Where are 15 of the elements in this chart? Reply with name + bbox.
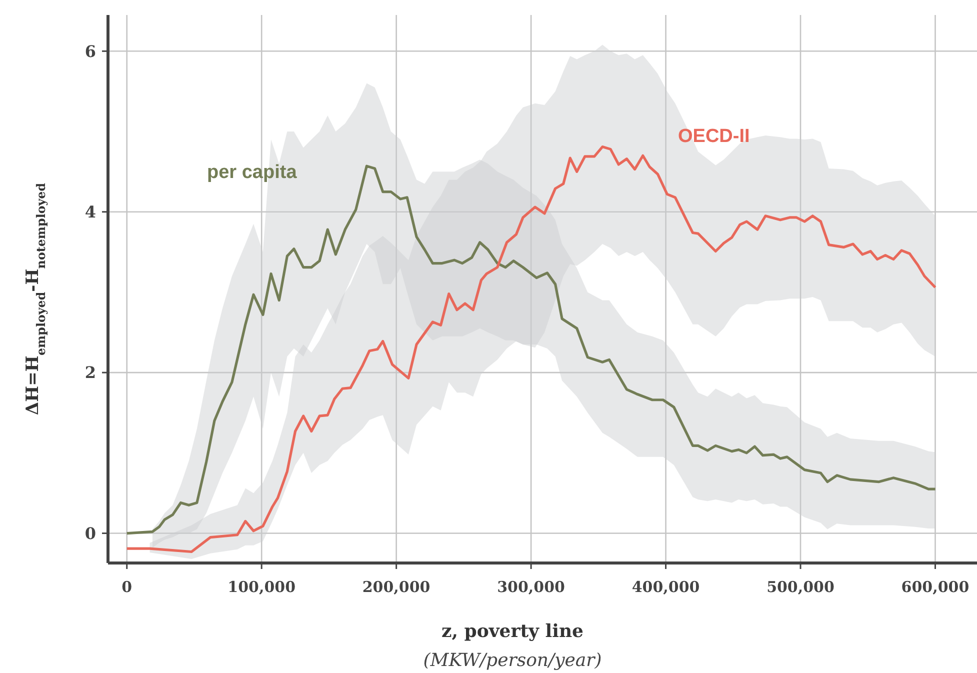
series-label: OECD-II <box>678 126 750 147</box>
x-axis-title: z, poverty line <box>442 621 584 642</box>
x-tick-label: 100,000 <box>228 578 296 596</box>
x-tick-label: 600,000 <box>901 578 970 596</box>
y-tick-label: 2 <box>84 363 96 382</box>
x-tick-label: 300,000 <box>497 578 565 596</box>
text: (MKW/person/year) <box>423 650 602 671</box>
x-tick-label: 500,000 <box>766 578 834 596</box>
x-tick-label: 0 <box>122 578 132 596</box>
x-tick-label: 200,000 <box>362 578 430 596</box>
y-tick-label: 0 <box>84 524 96 543</box>
text: per capita <box>207 162 298 183</box>
y-tick-label: 6 <box>84 42 96 61</box>
x-tick-label: 400,000 <box>632 578 700 596</box>
y-tick-label: 4 <box>84 202 96 222</box>
